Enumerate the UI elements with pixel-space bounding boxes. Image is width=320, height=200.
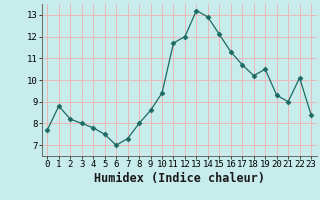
X-axis label: Humidex (Indice chaleur): Humidex (Indice chaleur)	[94, 172, 265, 185]
